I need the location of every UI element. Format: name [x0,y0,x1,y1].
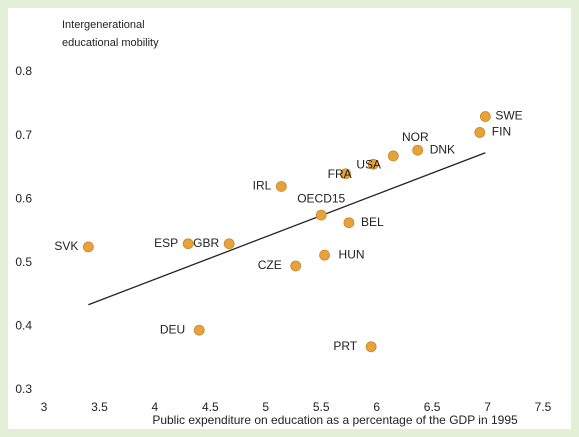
y-tick-label: 0.3 [15,382,32,396]
point-label: PRT [333,339,357,353]
trend-line [88,152,486,306]
x-tick-label: 7.5 [535,400,552,414]
x-tick-label: 6 [373,400,380,414]
x-axis-label: Public expenditure on education as a per… [152,413,518,427]
point [474,127,486,138]
point-label: SWE [495,109,522,123]
point-label: SVK [54,239,78,253]
point [82,241,94,253]
point [343,217,355,229]
x-tick-label: 5 [262,400,269,414]
point-label: DNK [430,142,455,156]
point [365,341,377,353]
point-label: ESP [154,236,178,250]
x-tick-label: 4.5 [202,400,219,414]
point-label: DEU [160,322,185,336]
point [275,181,287,192]
x-tick-label: 7 [484,400,491,414]
x-tick-label: 6.5 [424,400,441,414]
x-tick-label: 5.5 [313,400,330,414]
point [319,249,330,261]
y-axis-label: Intergenerational [62,19,145,31]
point [367,158,379,170]
x-tick-label: 4 [152,400,159,414]
point-label: HUN [339,247,365,261]
y-tick-label: 0.6 [15,191,32,205]
x-tick-label: 3 [41,400,48,414]
x-tick-label: 3.5 [91,400,108,414]
y-axis-label: educational mobility [62,37,159,49]
point-label: OECD15 [297,191,345,205]
point-label: NOR [402,130,429,144]
point [412,144,424,156]
point [290,260,302,272]
point-label: CZE [258,258,282,272]
point [182,238,194,250]
point [223,238,235,250]
point-label: FIN [492,125,511,139]
point-label: GBR [193,236,219,250]
point [315,209,327,221]
point-label: USA [356,157,381,171]
y-tick-label: 0.4 [15,319,32,333]
point [340,168,352,180]
point [479,111,491,122]
point [193,324,205,336]
y-tick-label: 0.8 [15,64,32,78]
point [387,150,399,162]
y-tick-label: 0.5 [15,255,32,269]
panel [8,8,571,429]
point-label: BEL [361,215,384,229]
y-tick-label: 0.7 [15,128,32,142]
point-label: FRA [328,167,352,181]
point-label: IRL [253,179,272,193]
